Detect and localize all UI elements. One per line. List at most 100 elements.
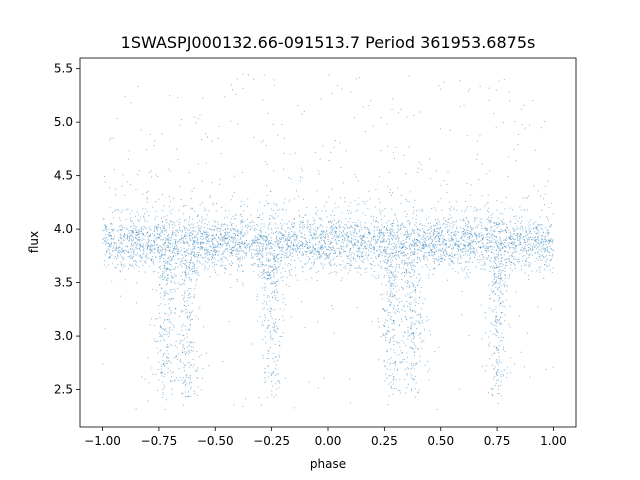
data-point bbox=[274, 223, 276, 225]
data-point bbox=[315, 243, 317, 245]
data-point bbox=[292, 252, 294, 254]
data-point bbox=[361, 256, 363, 258]
data-point bbox=[478, 224, 479, 226]
data-point bbox=[518, 228, 520, 230]
data-point bbox=[362, 235, 364, 237]
data-point bbox=[244, 252, 246, 254]
data-point bbox=[413, 241, 415, 243]
data-point bbox=[258, 245, 260, 247]
data-point bbox=[242, 270, 244, 272]
data-point bbox=[214, 254, 216, 256]
data-point bbox=[364, 268, 366, 270]
data-point bbox=[273, 268, 275, 270]
data-point bbox=[267, 350, 269, 352]
data-point bbox=[277, 227, 279, 229]
data-point bbox=[286, 223, 288, 225]
data-point bbox=[338, 220, 340, 222]
data-point bbox=[390, 315, 392, 317]
data-point bbox=[185, 275, 187, 277]
data-point bbox=[313, 248, 315, 250]
data-point bbox=[302, 222, 304, 224]
data-point bbox=[536, 240, 538, 242]
data-point bbox=[220, 229, 222, 231]
data-point bbox=[156, 347, 158, 349]
data-point bbox=[339, 263, 341, 265]
data-point bbox=[528, 236, 530, 238]
data-point bbox=[409, 238, 411, 240]
data-point bbox=[447, 229, 449, 231]
data-point bbox=[325, 252, 327, 254]
data-point bbox=[384, 226, 386, 228]
data-point bbox=[385, 251, 387, 253]
data-point bbox=[240, 247, 242, 249]
data-point bbox=[396, 369, 398, 371]
data-point bbox=[434, 254, 436, 255]
data-point bbox=[536, 258, 538, 260]
data-point bbox=[286, 241, 288, 243]
data-point bbox=[363, 241, 365, 243]
data-point bbox=[273, 259, 275, 261]
data-point bbox=[160, 239, 162, 241]
data-point bbox=[329, 220, 331, 222]
data-point bbox=[458, 249, 460, 251]
data-point bbox=[383, 240, 385, 242]
data-point bbox=[258, 248, 260, 250]
data-point bbox=[269, 296, 271, 298]
data-point bbox=[238, 264, 240, 266]
data-point bbox=[428, 244, 430, 246]
data-point bbox=[416, 244, 418, 246]
data-point bbox=[212, 251, 214, 252]
data-point bbox=[325, 236, 327, 238]
data-point bbox=[137, 239, 139, 241]
data-point bbox=[326, 253, 328, 255]
data-point bbox=[341, 212, 343, 214]
data-point bbox=[462, 220, 464, 222]
data-point bbox=[177, 231, 179, 233]
data-point bbox=[441, 260, 443, 262]
data-point bbox=[184, 354, 186, 356]
data-point bbox=[507, 251, 509, 253]
data-point bbox=[154, 234, 156, 236]
data-point bbox=[155, 373, 157, 375]
data-point bbox=[112, 217, 114, 219]
data-point bbox=[184, 364, 186, 366]
data-point bbox=[174, 379, 176, 381]
data-point bbox=[159, 252, 161, 254]
data-point bbox=[335, 227, 337, 229]
data-point bbox=[173, 281, 175, 283]
data-point bbox=[115, 250, 117, 252]
data-point bbox=[328, 245, 330, 247]
data-point bbox=[166, 292, 168, 294]
data-point bbox=[110, 239, 112, 241]
data-point bbox=[198, 308, 200, 310]
data-point bbox=[389, 235, 391, 237]
data-point bbox=[357, 250, 359, 252]
data-point bbox=[134, 236, 136, 238]
data-point bbox=[278, 356, 280, 358]
data-point bbox=[262, 272, 264, 274]
data-point bbox=[156, 244, 158, 246]
data-point bbox=[267, 235, 269, 237]
data-point bbox=[444, 249, 446, 251]
data-point bbox=[106, 226, 108, 228]
data-point bbox=[473, 247, 475, 249]
data-point bbox=[282, 276, 284, 278]
data-point bbox=[181, 237, 183, 239]
data-point bbox=[265, 231, 267, 233]
data-point bbox=[176, 234, 178, 236]
data-point bbox=[370, 263, 372, 265]
data-point bbox=[417, 249, 419, 251]
data-point bbox=[199, 306, 201, 308]
data-point bbox=[242, 251, 244, 253]
data-point bbox=[169, 243, 171, 245]
data-point bbox=[130, 238, 132, 240]
data-point bbox=[270, 248, 272, 250]
data-point bbox=[138, 244, 140, 246]
data-point bbox=[172, 256, 174, 258]
data-point bbox=[437, 260, 439, 262]
data-point bbox=[164, 240, 166, 242]
data-point bbox=[167, 268, 169, 270]
data-point bbox=[211, 234, 213, 236]
data-point bbox=[431, 235, 433, 237]
data-point bbox=[276, 289, 278, 291]
